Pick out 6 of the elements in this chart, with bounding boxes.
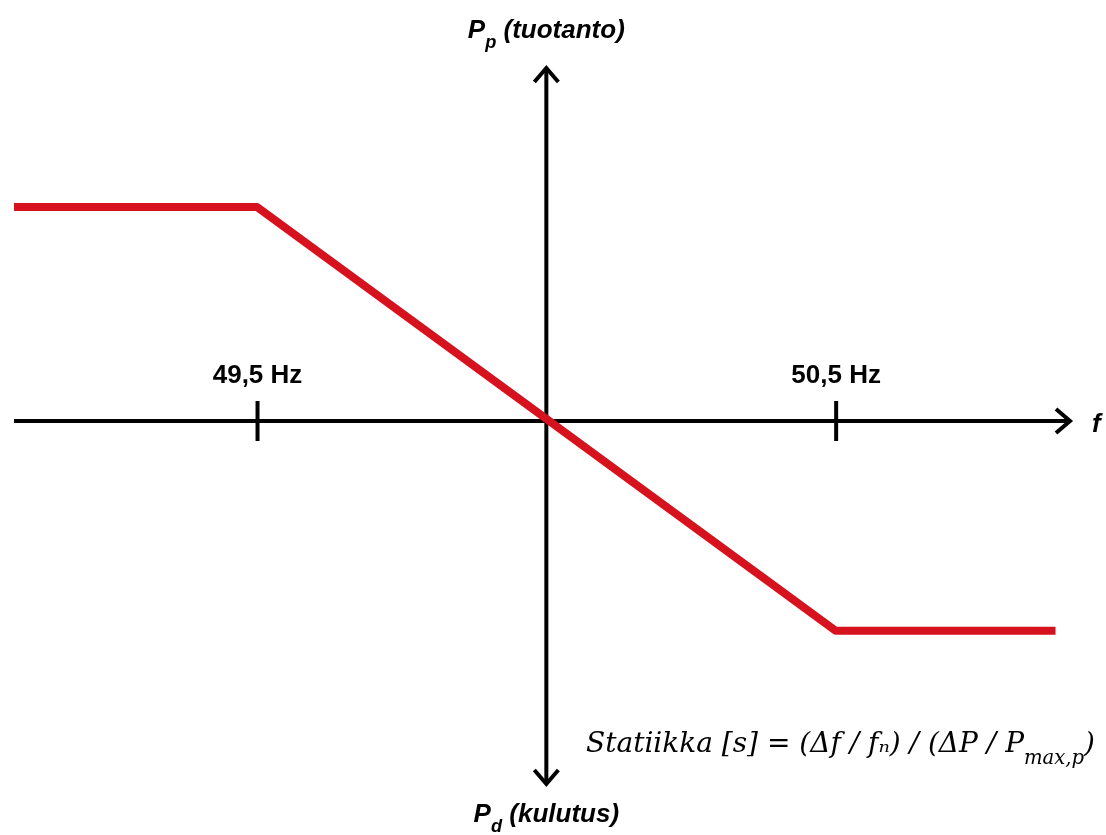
text: Statiikka [s] = (Δf / fₙ) / (ΔP / P$_{max,p}$) — [586, 726, 1095, 769]
text: P$_{p}$ (tuotanto) — [467, 14, 625, 52]
text: P$_{d}$ (kulutus) — [473, 798, 620, 835]
x-tick-label: 49,5 Hz — [212, 359, 303, 389]
x-axis-title: f — [1092, 408, 1103, 438]
x-tick-label: 50,5 Hz — [791, 359, 881, 389]
